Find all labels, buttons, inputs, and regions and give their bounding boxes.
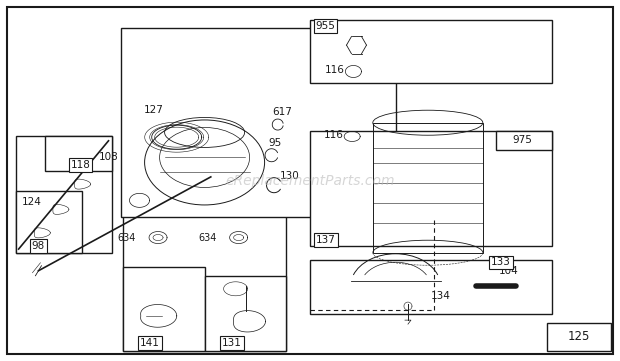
Bar [310, 131, 552, 246]
Bar [121, 28, 396, 217]
Text: 955: 955 [316, 21, 335, 31]
Text: 130: 130 [280, 171, 299, 181]
Text: 124: 124 [22, 197, 42, 207]
Text: 137: 137 [316, 235, 336, 245]
Text: 141: 141 [140, 338, 160, 348]
Text: eReplacementParts.com: eReplacementParts.com [225, 174, 395, 187]
Text: 134: 134 [431, 291, 451, 301]
Bar [205, 276, 286, 351]
Text: 98: 98 [32, 241, 45, 251]
Text: 133: 133 [491, 257, 511, 268]
Bar [547, 323, 611, 351]
Text: 95: 95 [268, 138, 281, 148]
Text: 634: 634 [198, 232, 216, 243]
Text: 617: 617 [272, 107, 292, 117]
Text: 127: 127 [144, 105, 164, 115]
Text: 634: 634 [118, 232, 136, 243]
Bar [123, 215, 286, 351]
Text: 108: 108 [99, 152, 118, 162]
Bar [310, 20, 552, 83]
Text: 975: 975 [512, 135, 532, 145]
Bar [16, 136, 112, 253]
Bar [16, 191, 82, 253]
Text: 125: 125 [567, 330, 590, 343]
Bar [496, 131, 552, 150]
Text: 116: 116 [324, 130, 343, 140]
Bar [45, 136, 112, 171]
Bar [310, 260, 552, 314]
Text: 116: 116 [325, 65, 345, 75]
Bar [123, 267, 205, 351]
Text: 104: 104 [498, 266, 518, 277]
Text: 118: 118 [71, 160, 91, 170]
Text: 131: 131 [222, 338, 242, 348]
Bar [373, 123, 483, 253]
